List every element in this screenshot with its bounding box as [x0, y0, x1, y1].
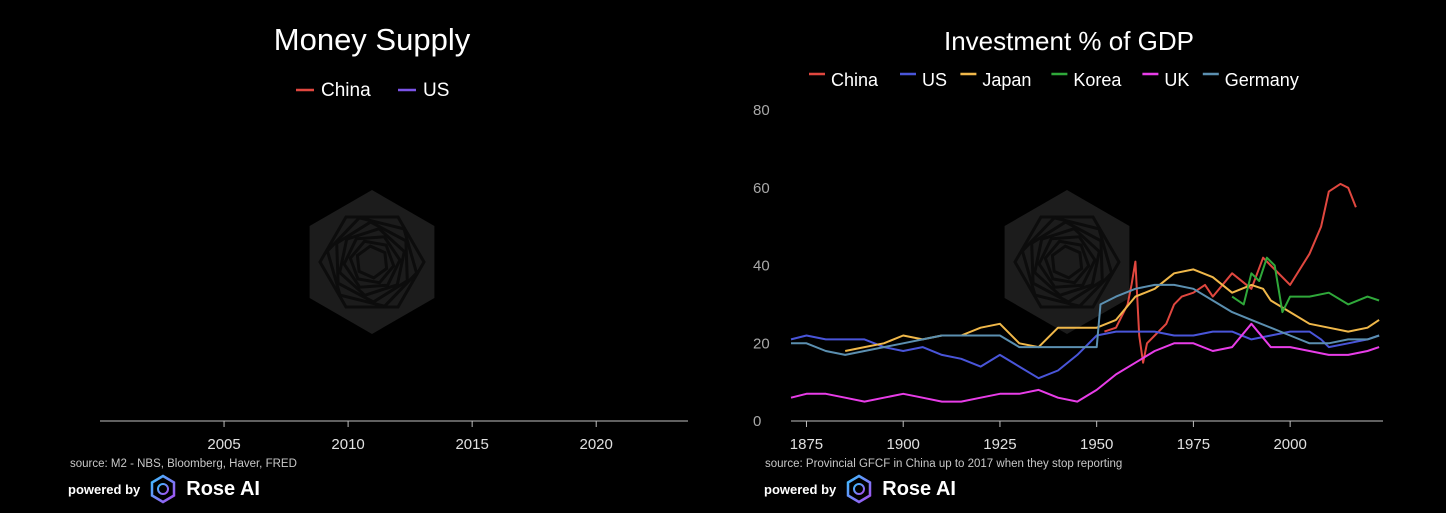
brand-name: Rose AI — [186, 477, 260, 500]
legend: China US — [296, 80, 449, 101]
y-tick-label: 60 — [753, 180, 770, 197]
x-tick-label: 1900 — [887, 436, 920, 453]
legend-label: US — [423, 80, 449, 101]
x-tick-label: 2015 — [455, 436, 488, 453]
watermark-logo — [309, 190, 435, 334]
brand-name: Rose AI — [882, 477, 956, 500]
x-tick-label: 1950 — [1080, 436, 1113, 453]
legend-label: China — [831, 70, 879, 90]
x-axis: 1875 1900 1925 1950 1975 2000 — [790, 420, 1383, 453]
rose-ai-logo-icon — [847, 474, 872, 504]
y-tick-label: 0 — [753, 413, 761, 430]
watermark-logo — [1004, 190, 1130, 334]
x-tick-label: 2000 — [1273, 436, 1306, 453]
series-line-germany — [791, 283, 1380, 356]
powered-by-label: powered by — [68, 481, 141, 497]
legend-item-us[interactable]: US — [398, 80, 449, 101]
legend-item-china[interactable]: China — [809, 70, 879, 90]
rose-ai-brand[interactable]: powered by Rose AI — [764, 474, 956, 504]
legend-item-china[interactable]: China — [296, 80, 371, 101]
chart-title: Money Supply — [274, 22, 471, 57]
y-tick-label: 24t — [62, 0, 84, 4]
chart-title: Investment % of GDP — [944, 26, 1194, 56]
x-axis: 2005 2010 2015 2020 — [100, 420, 688, 453]
x-tick-label: 2020 — [580, 436, 613, 453]
series-line-china — [1104, 182, 1357, 364]
y-axis: 012t24t36t48t — [62, 0, 84, 4]
legend-label: UK — [1164, 70, 1189, 90]
x-tick-label: 2005 — [207, 436, 240, 453]
legend-item-germany[interactable]: Germany — [1202, 70, 1299, 90]
legend-label: China — [321, 80, 371, 101]
x-tick-label: 1925 — [983, 436, 1016, 453]
y-tick-label: 12t — [62, 0, 84, 4]
y-tick-label: 40 — [753, 258, 770, 275]
legend-item-korea[interactable]: Korea — [1051, 70, 1122, 90]
powered-by-label: powered by — [764, 481, 837, 497]
investment-chart: Investment % of GDP China US Japan Korea UK G… — [753, 26, 1383, 453]
legend-item-japan[interactable]: Japan — [960, 70, 1031, 90]
y-tick-label: 0 — [62, 0, 70, 4]
series-lines — [790, 182, 1380, 403]
x-tick-label: 1975 — [1177, 436, 1210, 453]
legend-label: Korea — [1073, 70, 1122, 90]
legend-item-uk[interactable]: UK — [1142, 70, 1189, 90]
investment-panel: Investment % of GDP China US Japan Korea UK G… — [723, 0, 1446, 513]
y-axis: 0 20 40 60 80 — [753, 102, 770, 430]
series-line-uk — [790, 322, 1380, 403]
legend: China US Japan Korea UK Germany — [809, 70, 1299, 90]
rose-ai-brand[interactable]: powered by Rose AI — [68, 474, 260, 504]
legend-label: US — [922, 70, 947, 90]
x-tick-label: 2010 — [331, 436, 364, 453]
series-line-us — [790, 330, 1380, 380]
y-tick-label: 80 — [753, 102, 770, 119]
legend-label: Germany — [1225, 70, 1299, 90]
source-note: source: Provincial GFCF in China up to 2… — [765, 458, 1123, 470]
source-note: source: M2 - NBS, Bloomberg, Haver, FRED — [70, 458, 297, 470]
y-tick-label: 36t — [62, 0, 84, 4]
x-tick-label: 1875 — [790, 436, 823, 453]
legend-label: Japan — [982, 70, 1031, 90]
legend-item-us[interactable]: US — [900, 70, 947, 90]
series-line-korea — [1231, 256, 1380, 314]
y-tick-label: 48t — [62, 0, 84, 4]
rose-ai-logo-icon — [151, 474, 176, 504]
y-tick-label: 20 — [753, 335, 770, 352]
